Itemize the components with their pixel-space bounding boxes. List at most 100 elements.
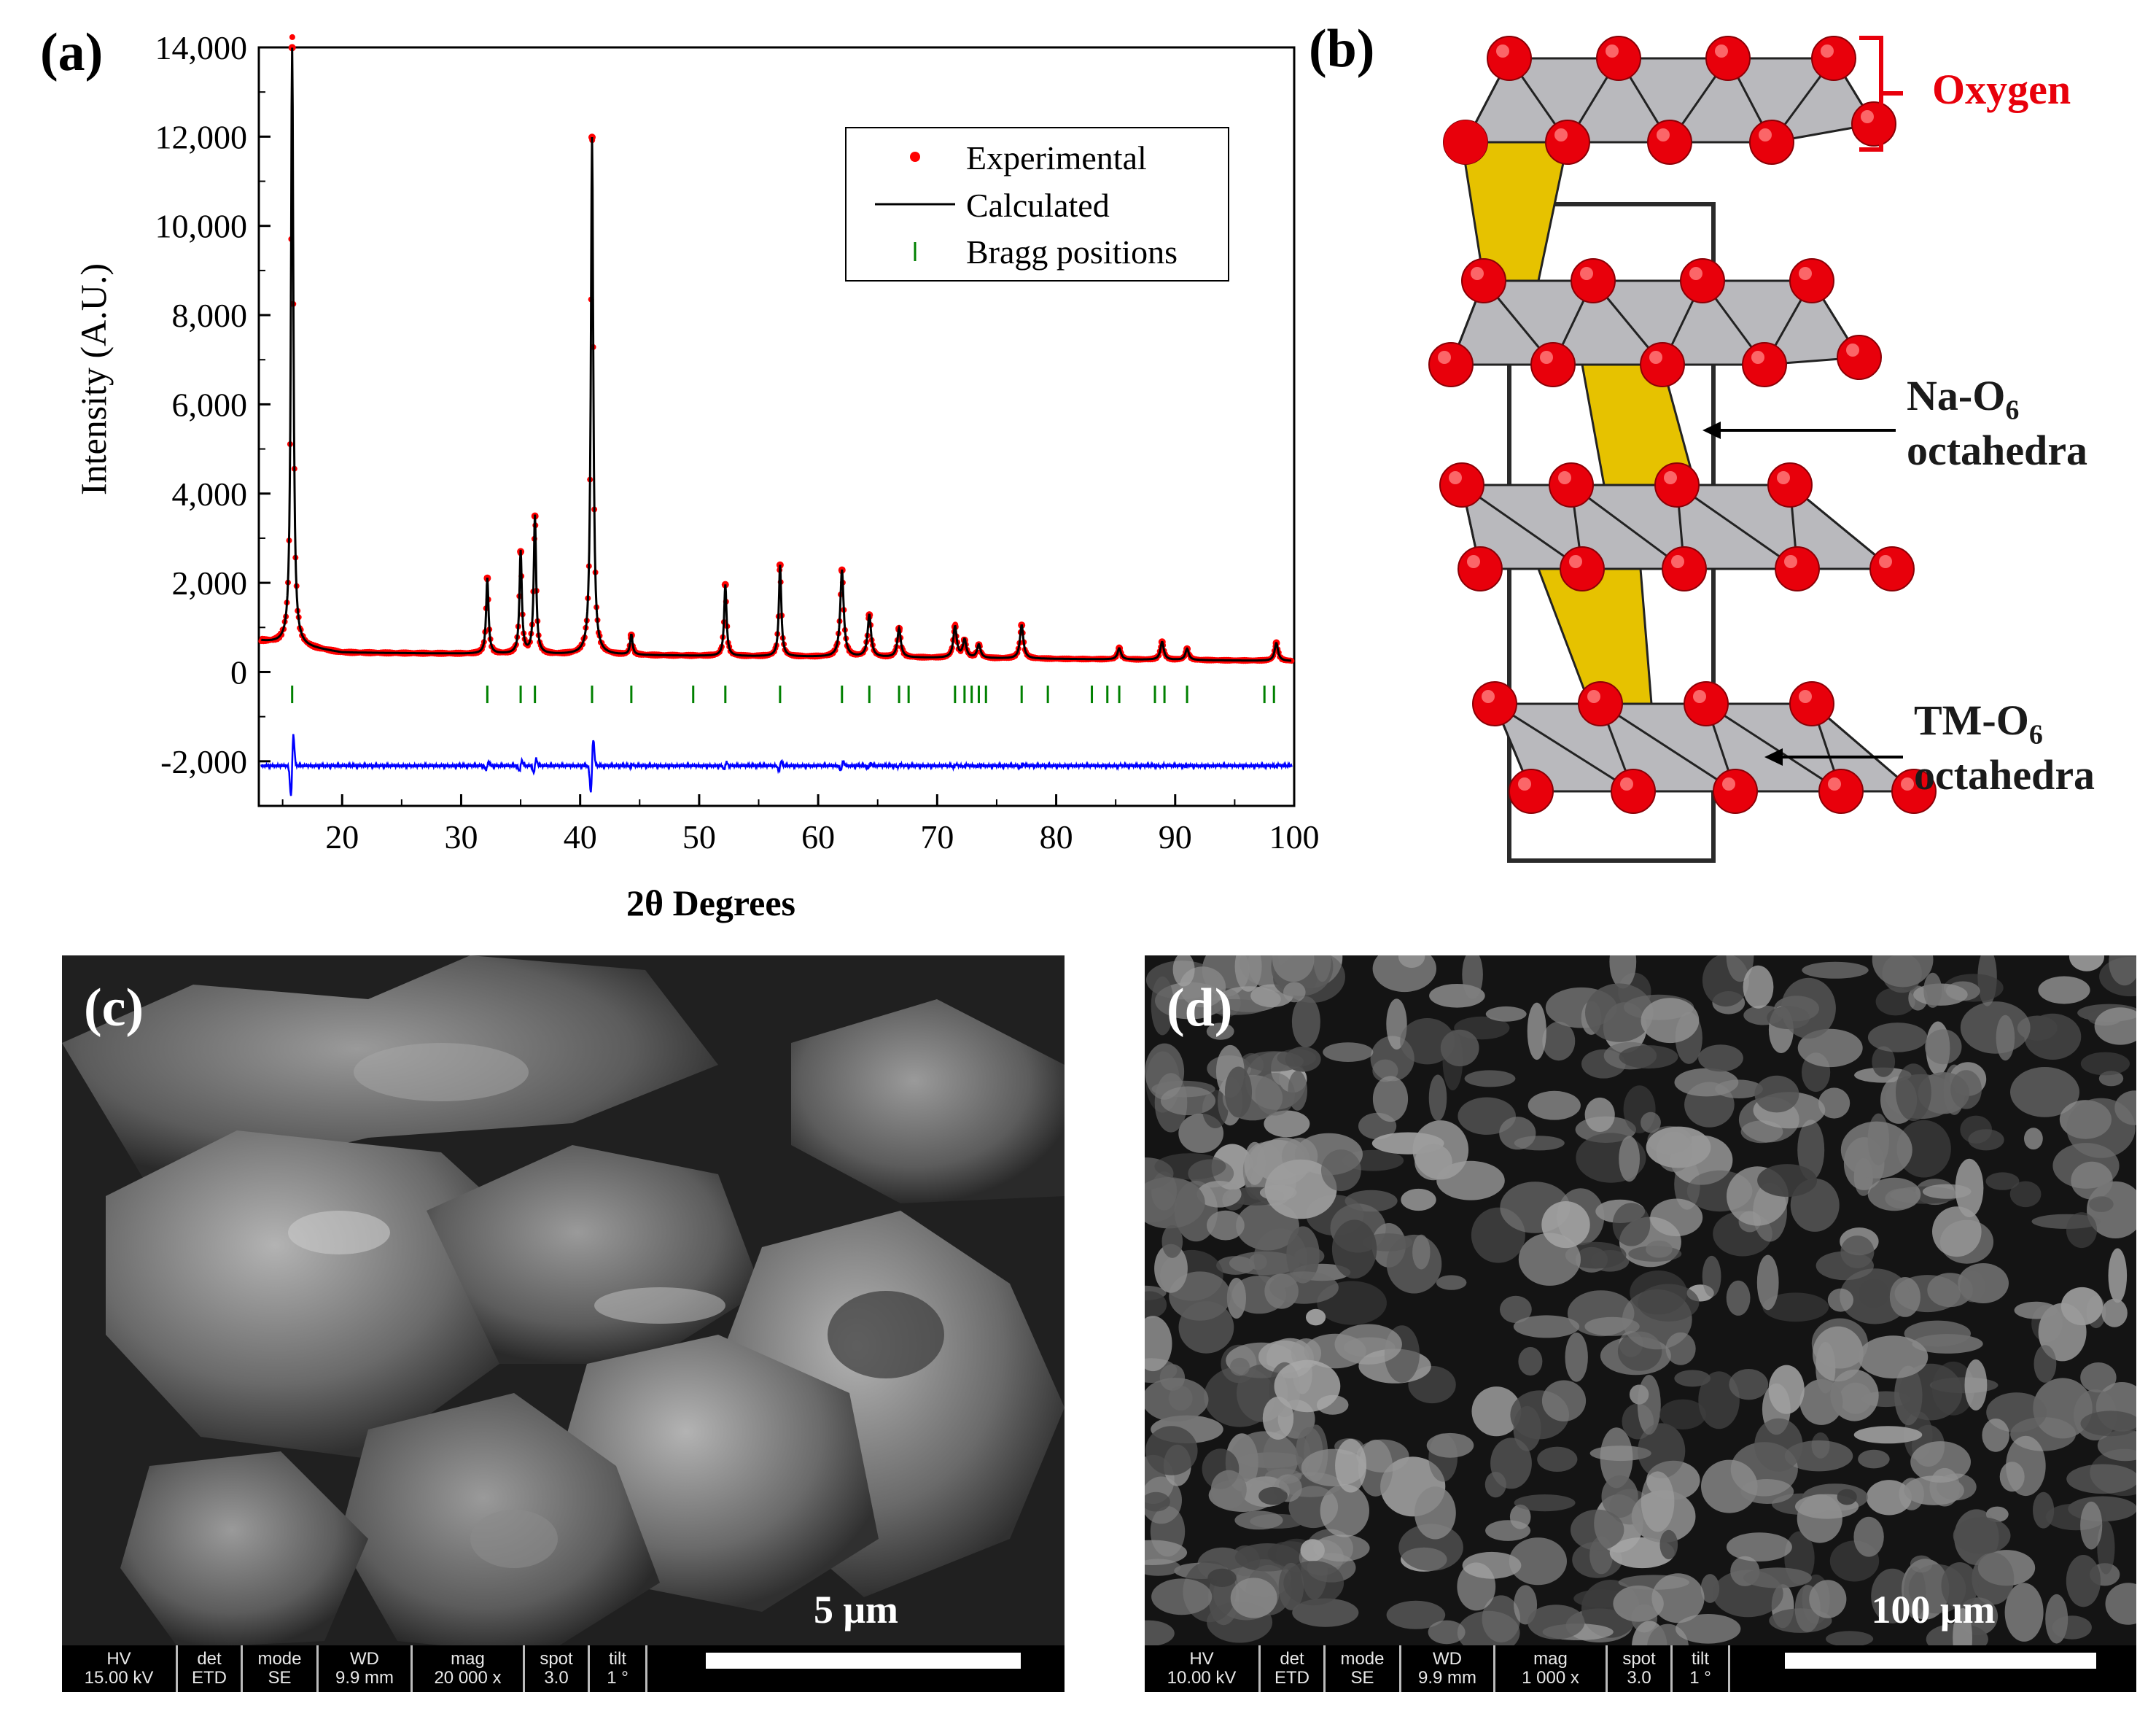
unit-cell-outline [1507,202,1716,863]
na-o6-label-text: Na-O [1907,372,2006,419]
oxygen-highlight [1482,690,1495,703]
sem-d-hv-value: 10.00 kV [1167,1668,1237,1688]
sem-c-mag-value: 20 000 x [434,1668,502,1688]
sem-particle [1255,1073,1296,1116]
sem-particle [2014,1301,2058,1319]
sem-c-scale-text: 5 μm [813,1588,899,1632]
sem-particle [1224,1066,1253,1118]
oxygen-atom [1611,769,1656,814]
sem-particle [1589,1446,1651,1462]
sem-particle [1145,1043,1185,1100]
sem-particle [2004,1583,2044,1642]
sem-particle [1207,1210,1245,1241]
oxygen-highlight [1799,690,1812,703]
sem-particle [2080,1501,2103,1550]
sem-particle [1674,1370,1711,1387]
y-tick-label: 14,000 [155,29,248,66]
oxygen-highlight [1777,471,1790,484]
sem-particle [1875,988,1915,1016]
sem-particle [1858,1449,1890,1469]
experimental-point [1288,658,1295,664]
x-axis-label: 2θ Degrees [626,882,795,923]
sem-particle [1283,1561,1344,1606]
sem-particle [1436,1275,1467,1290]
x-tick-label: 80 [1040,818,1073,856]
oxygen-atom [1680,258,1725,303]
oxygen-atom [1472,681,1517,726]
sem-d-hv-header: HV [1189,1648,1214,1669]
sem-c-tilt-header: tilt [609,1648,626,1669]
oxygen-highlight [1569,555,1582,568]
sem-particle [1799,1379,1843,1425]
sem-particle [2066,1464,2136,1494]
plot-border [257,46,1296,807]
sem-particle [1945,981,1980,1001]
sem-particle [2089,1196,2114,1212]
oxygen-atom [1837,335,1882,380]
sem-particle [1323,1042,1374,1062]
oxygen-atom [1487,36,1532,81]
tm-o6-label-line2: octahedra [1914,751,2095,799]
sem-particle [1400,1018,1455,1065]
oxygen-atom [1461,258,1506,303]
x-tick-label: 90 [1159,818,1192,856]
sem-particle [1601,1475,1638,1518]
oxygen-atom [1458,546,1503,591]
tm-o6-label: TM-O6 octahedra [1914,697,2095,800]
sem-particle [1320,1484,1369,1537]
sem-particle [1509,1537,1567,1586]
sem-particle [1485,1006,1527,1022]
oxygen-highlight [1901,777,1914,791]
sem-particle [2024,1013,2082,1060]
sem-particle [1541,1201,1590,1249]
sem-particle [2097,1521,2115,1575]
sem-particle [1151,976,1174,1036]
oxygen-atom [1560,546,1605,591]
sem-particle [1641,1471,1675,1532]
sem-particle [1837,1489,1857,1505]
sem-d-mag-cell: mag 1 000 x [1495,1645,1608,1692]
sem-particle [1826,1631,1874,1647]
sem-particle [1509,1504,1531,1529]
sem-particle [1932,1206,1982,1257]
sem-d-spot-header: spot [1622,1648,1656,1669]
legend-calculated-label: Calculated [966,187,1110,224]
sem-particle [1426,1432,1474,1458]
sem-particle [1827,1288,1853,1312]
sem-c-spot-header: spot [540,1648,573,1669]
sem-particle [1964,1359,1988,1411]
series-layer [258,34,1295,796]
sem-particle [1853,1516,1884,1557]
sem-particle [1743,1567,1812,1588]
sem-c-mode-value: SE [268,1668,292,1688]
oxygen-atom [1596,36,1641,81]
oxygen-highlight [1821,44,1834,58]
panel-b-label: (b) [1309,19,1375,79]
sem-particle [1291,996,1320,1047]
sem-c-mag-cell: mag 20 000 x [413,1645,525,1692]
sem-particle [1234,1510,1283,1530]
tm-o6-label-text: TM-O [1914,697,2029,744]
sem-particle [1286,1226,1320,1284]
sem-particle [1145,1426,1198,1475]
oxygen-atom [1578,681,1623,726]
sem-particle [1527,1002,1546,1060]
bond [1705,702,1842,793]
sem-particle [1464,1070,1516,1087]
sem-particle [1629,1384,1649,1405]
sem-c-tilt-value: 1 ° [607,1668,628,1688]
sem-particle [2034,1345,2057,1383]
sem-particle [1982,1419,2009,1452]
sem-c-spot-value: 3.0 [544,1668,569,1688]
sem-particle [1641,1111,1661,1133]
sem-particle [1830,1369,1879,1421]
sem-particle [1313,1535,1370,1562]
sem-d-info-bar: HV 10.00 kV det ETD mode SE WD 9.9 mm mag 1 0… [1145,1588,2136,1692]
sem-particle [1867,1177,1921,1211]
oxygen-atom [1818,769,1864,814]
sem-particle [1726,1532,1792,1561]
sem-particle [1584,1097,1615,1133]
sem-particle [1230,1357,1250,1376]
sem-particle [1802,961,1869,979]
oxygen-atom [1869,546,1915,591]
